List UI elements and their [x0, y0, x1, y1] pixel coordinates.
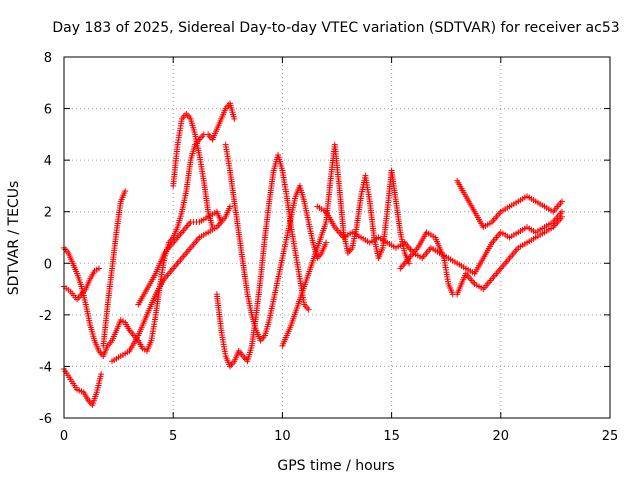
y-tick-label: 8 [44, 51, 52, 66]
x-tick-labels: 0 5 10 15 20 25 [60, 429, 618, 444]
y-tick-label: 4 [44, 154, 52, 169]
y-tick-label: 0 [44, 257, 52, 272]
data-point [209, 224, 216, 231]
data-point [558, 213, 565, 220]
y-tick-label: -6 [39, 412, 52, 427]
x-axis-title: GPS time / hours [277, 458, 394, 474]
x-tick-label: 0 [60, 429, 68, 444]
y-axis-title: SDTVAR / TECUs [6, 181, 22, 296]
data-point [95, 265, 102, 272]
x-tick-label: 20 [493, 429, 510, 444]
chart-title: Day 183 of 2025, Sidereal Day-to-day VTE… [52, 20, 619, 36]
data-point [122, 188, 129, 195]
y-tick-label: -2 [39, 309, 52, 324]
data-point [558, 198, 565, 205]
x-tick-label: 15 [383, 429, 400, 444]
data-point [558, 208, 565, 215]
data-points [61, 100, 565, 409]
data-point [218, 219, 225, 226]
y-tick-label: 2 [44, 206, 52, 221]
data-point [323, 239, 330, 246]
y-tick-label: 6 [44, 103, 52, 118]
x-tick-label: 25 [602, 429, 619, 444]
x-tick-label: 10 [274, 429, 291, 444]
data-point [98, 371, 105, 378]
y-tick-label: -4 [39, 360, 52, 375]
data-point [305, 306, 312, 313]
axis-ticks [63, 56, 611, 419]
plot-frame [63, 56, 611, 419]
x-tick-label: 5 [169, 429, 177, 444]
grid [64, 57, 610, 418]
data-point [226, 203, 233, 210]
data-point [231, 115, 238, 122]
y-tick-labels: -6 -4 -2 0 2 4 6 8 [39, 51, 52, 427]
